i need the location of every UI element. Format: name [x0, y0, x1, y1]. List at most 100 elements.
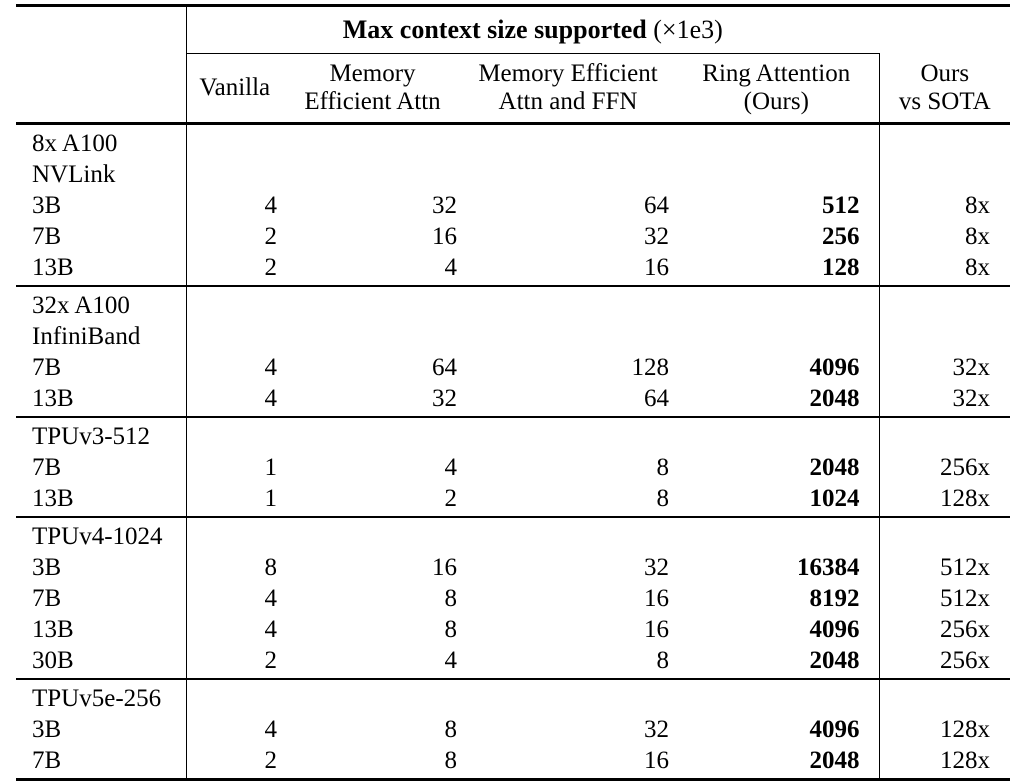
empty-cell: [283, 286, 462, 321]
cell-memory-efficient-attn: 2: [444, 485, 458, 512]
cell-vanilla: 4: [264, 192, 278, 219]
empty-cell: [879, 417, 1010, 452]
empty-cell: [186, 124, 283, 160]
row-group-label: TPUv3-512: [16, 417, 187, 452]
empty-cell: [879, 321, 1010, 352]
header-corner-cell: [16, 5, 187, 54]
cell-ours-vs-sota: 512x: [940, 554, 991, 581]
cell-memory-efficient-attn-ffn: 64: [644, 192, 669, 219]
row-label: 13B: [16, 614, 187, 645]
group-header-max-context: Max context size supported (×1e3): [186, 5, 880, 54]
empty-cell: [879, 679, 1010, 714]
cell-ring-attention: 512: [674, 190, 880, 221]
cell-ours-vs-sota: 256x: [940, 454, 991, 481]
row-label: 30B: [16, 645, 187, 679]
cell-ours-vs-sota: 128x: [940, 747, 991, 774]
table-row: 13B 1 2 8 1024 128x: [16, 483, 1010, 517]
group-header-title: Max context size supported: [342, 15, 647, 44]
row-group-label: TPUv5e-256: [16, 679, 187, 714]
table-row: 30B 2 4 8 2048 256x: [16, 645, 1010, 679]
cell-ours-vs-sota: 128x: [940, 716, 991, 743]
cell-memory-efficient-attn-ffn: 16: [644, 254, 669, 281]
row-group-label: NVLink: [16, 159, 187, 190]
table-row: 13B 4 32 64 2048 32x: [16, 383, 1010, 417]
cell-ring-attention: 2048: [674, 645, 880, 679]
row-label: 13B: [16, 252, 187, 286]
empty-cell: [674, 321, 880, 352]
empty-cell: [879, 517, 1010, 552]
table-row: 7B 2 16 32 256 8x: [16, 221, 1010, 252]
cell-vanilla: 4: [264, 585, 278, 612]
empty-cell: [462, 321, 674, 352]
table-section: TPUv4-1024 3B 8 16 32 16384 512x 7B 4 8 16 8192 512x…: [16, 517, 1011, 679]
cell-ours-vs-sota: 32x: [952, 354, 991, 381]
cell-memory-efficient-attn: 32: [432, 385, 457, 412]
group-label-row: 8x A100: [16, 123, 1010, 160]
cell-ring-attention: 8192: [674, 583, 880, 614]
cell-ours-vs-sota: 256x: [940, 616, 991, 643]
empty-cell: [283, 321, 462, 352]
results-table: Max context size supported (×1e3) Vanill…: [16, 4, 1011, 781]
cell-memory-efficient-attn: 16: [432, 223, 457, 250]
col-header-ring-attention: Ring Attention (Ours): [674, 53, 880, 124]
cell-vanilla: 1: [264, 454, 278, 481]
cell-memory-efficient-attn-ffn: 64: [644, 385, 669, 412]
row-label: 13B: [16, 483, 187, 517]
cell-ours-vs-sota: 32x: [952, 385, 991, 412]
cell-memory-efficient-attn-ffn: 16: [644, 585, 669, 612]
table-row: 13B 4 8 16 4096 256x: [16, 614, 1010, 645]
cell-vanilla: 8: [264, 554, 278, 581]
col-header-vanilla: Vanilla: [199, 74, 271, 101]
cell-memory-efficient-attn: 4: [444, 454, 458, 481]
cell-vanilla: 4: [264, 616, 278, 643]
row-label: 3B: [16, 552, 187, 583]
table-section: TPUv5e-256 3B 4 8 32 4096 128x 7B 2 8 16 2048 128x: [16, 679, 1011, 780]
table-row: 3B 4 32 64 512 8x: [16, 190, 1010, 221]
empty-cell: [462, 124, 674, 160]
empty-cell: [462, 679, 674, 714]
empty-cell: [674, 417, 880, 452]
header-spacer-cell: [879, 6, 1010, 54]
cell-vanilla: 2: [264, 223, 278, 250]
table-section: 8x A100 NVLink 3B 4 32 64 512 8x 7B 2 16 32 256 8x 13B…: [16, 123, 1010, 286]
cell-ring-attention: 256: [674, 221, 880, 252]
row-label: 7B: [16, 583, 187, 614]
cell-vanilla: 2: [264, 647, 278, 674]
empty-cell: [186, 679, 283, 714]
row-label: 3B: [16, 190, 187, 221]
table-header: Max context size supported (×1e3) Vanill…: [16, 5, 1011, 124]
table-row: 7B 2 8 16 2048 128x: [16, 745, 1010, 780]
empty-cell: [462, 517, 674, 552]
cell-ours-vs-sota: 8x: [965, 223, 991, 250]
col-header-memory-efficient-attn: Memory Efficient Attn: [304, 60, 441, 115]
cell-vanilla: 4: [264, 716, 278, 743]
empty-cell: [283, 417, 462, 452]
cell-ring-attention: 4096: [674, 714, 880, 745]
table-section: TPUv3-512 7B 1 4 8 2048 256x 13B 1 2 8 1024 128x: [16, 417, 1011, 517]
empty-cell: [186, 159, 283, 190]
cell-memory-efficient-attn-ffn: 32: [644, 554, 669, 581]
cell-memory-efficient-attn-ffn: 128: [631, 354, 670, 381]
empty-cell: [186, 517, 283, 552]
empty-cell: [283, 159, 462, 190]
row-group-label: 32x A100: [16, 286, 187, 321]
empty-cell: [879, 124, 1010, 160]
cell-memory-efficient-attn: 64: [432, 354, 457, 381]
empty-cell: [186, 417, 283, 452]
row-label: 3B: [16, 714, 187, 745]
cell-ring-attention: 16384: [674, 552, 880, 583]
group-header-units: (×1e3): [646, 15, 723, 44]
empty-cell: [674, 286, 880, 321]
empty-cell: [462, 159, 674, 190]
cell-memory-efficient-attn: 32: [432, 192, 457, 219]
cell-memory-efficient-attn: 4: [444, 647, 458, 674]
cell-ours-vs-sota: 128x: [940, 485, 991, 512]
empty-cell: [283, 679, 462, 714]
cell-ring-attention: 1024: [674, 483, 880, 517]
cell-memory-efficient-attn-ffn: 8: [656, 485, 670, 512]
cell-ring-attention: 2048: [674, 383, 880, 417]
cell-ring-attention: 2048: [674, 745, 880, 780]
group-label-row: InfiniBand: [16, 321, 1010, 352]
empty-cell: [674, 679, 880, 714]
